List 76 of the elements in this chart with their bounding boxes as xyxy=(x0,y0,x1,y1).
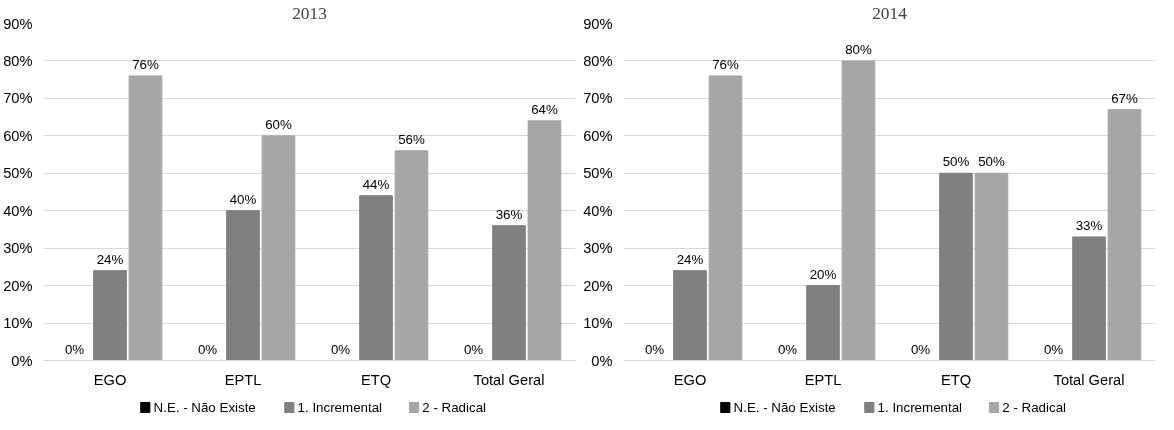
data-label: 0% xyxy=(463,341,484,357)
x-tick-label: EGO xyxy=(93,371,127,388)
data-label: 76% xyxy=(712,56,739,72)
chart-title: 2014 xyxy=(872,3,908,23)
data-label: 44% xyxy=(362,176,390,192)
data-label: 0% xyxy=(777,341,798,357)
x-tick-label: EGO xyxy=(673,371,707,388)
data-label: 56% xyxy=(398,131,425,147)
y-tick-label: 70% xyxy=(3,90,33,107)
data-label: 50% xyxy=(978,154,1005,170)
y-tick-label: 60% xyxy=(3,127,33,144)
bar xyxy=(1072,236,1106,361)
y-tick-label: 50% xyxy=(583,165,613,182)
bar xyxy=(394,150,429,361)
data-label: 0% xyxy=(330,341,351,357)
data-label: 67% xyxy=(1111,90,1138,106)
data-label: 76% xyxy=(132,56,159,72)
y-tick-label: 0% xyxy=(591,352,613,369)
data-label: 20% xyxy=(809,266,837,282)
x-tick-label: ETQ xyxy=(360,371,392,388)
legend-label: N.E. - Não Existe xyxy=(733,400,836,415)
y-tick-label: 20% xyxy=(583,277,613,294)
bar xyxy=(527,120,562,361)
legend-label: 2 - Radical xyxy=(1002,400,1067,415)
data-label: 80% xyxy=(845,41,872,57)
y-tick-label: 80% xyxy=(3,52,33,69)
y-tick-label: 90% xyxy=(583,15,613,32)
data-label: 0% xyxy=(910,341,931,357)
x-tick-label: Total Geral xyxy=(1053,371,1125,388)
y-tick-label: 80% xyxy=(583,52,613,69)
data-label: 24% xyxy=(96,251,124,267)
y-tick-label: 30% xyxy=(3,240,33,257)
data-label: 33% xyxy=(1075,217,1103,233)
bar xyxy=(708,75,743,361)
x-tick-label: ETQ xyxy=(940,371,972,388)
bar xyxy=(226,210,260,361)
data-label: 0% xyxy=(197,341,218,357)
data-label: 36% xyxy=(495,206,523,222)
y-tick-label: 90% xyxy=(3,15,33,32)
bar xyxy=(939,172,973,361)
y-tick-label: 10% xyxy=(583,315,613,332)
legend-label: 1. Incremental xyxy=(297,400,383,415)
bar xyxy=(261,135,296,361)
y-tick-label: 70% xyxy=(583,90,613,107)
y-tick-label: 50% xyxy=(3,165,33,182)
x-tick-label: EPTL xyxy=(804,371,842,388)
legend-label: N.E. - Não Existe xyxy=(153,400,256,415)
y-tick-label: 40% xyxy=(3,202,33,219)
bar xyxy=(492,225,526,361)
data-label: 0% xyxy=(64,341,85,357)
bar xyxy=(93,270,127,361)
bar xyxy=(128,75,163,361)
x-tick-label: Total Geral xyxy=(473,371,545,388)
bar xyxy=(806,285,840,361)
bar xyxy=(359,195,393,361)
bar xyxy=(673,270,707,361)
data-label: 0% xyxy=(1043,341,1064,357)
y-tick-label: 20% xyxy=(3,277,33,294)
y-tick-label: 30% xyxy=(583,240,613,257)
data-label: 24% xyxy=(676,251,704,267)
bar xyxy=(974,172,1009,361)
y-tick-label: 10% xyxy=(3,315,33,332)
data-label: 0% xyxy=(644,341,665,357)
data-label: 64% xyxy=(531,101,558,117)
legend-label: 1. Incremental xyxy=(877,400,963,415)
bar xyxy=(1107,109,1142,361)
chart-title: 2013 xyxy=(292,3,327,23)
y-tick-label: 0% xyxy=(11,352,33,369)
legend-label: 2 - Radical xyxy=(422,400,487,415)
data-label: 40% xyxy=(229,191,257,207)
x-tick-label: EPTL xyxy=(224,371,262,388)
bar xyxy=(841,60,876,361)
data-label: 60% xyxy=(265,116,292,132)
y-tick-label: 40% xyxy=(583,202,613,219)
data-label: 50% xyxy=(942,154,970,170)
y-tick-label: 60% xyxy=(583,127,613,144)
